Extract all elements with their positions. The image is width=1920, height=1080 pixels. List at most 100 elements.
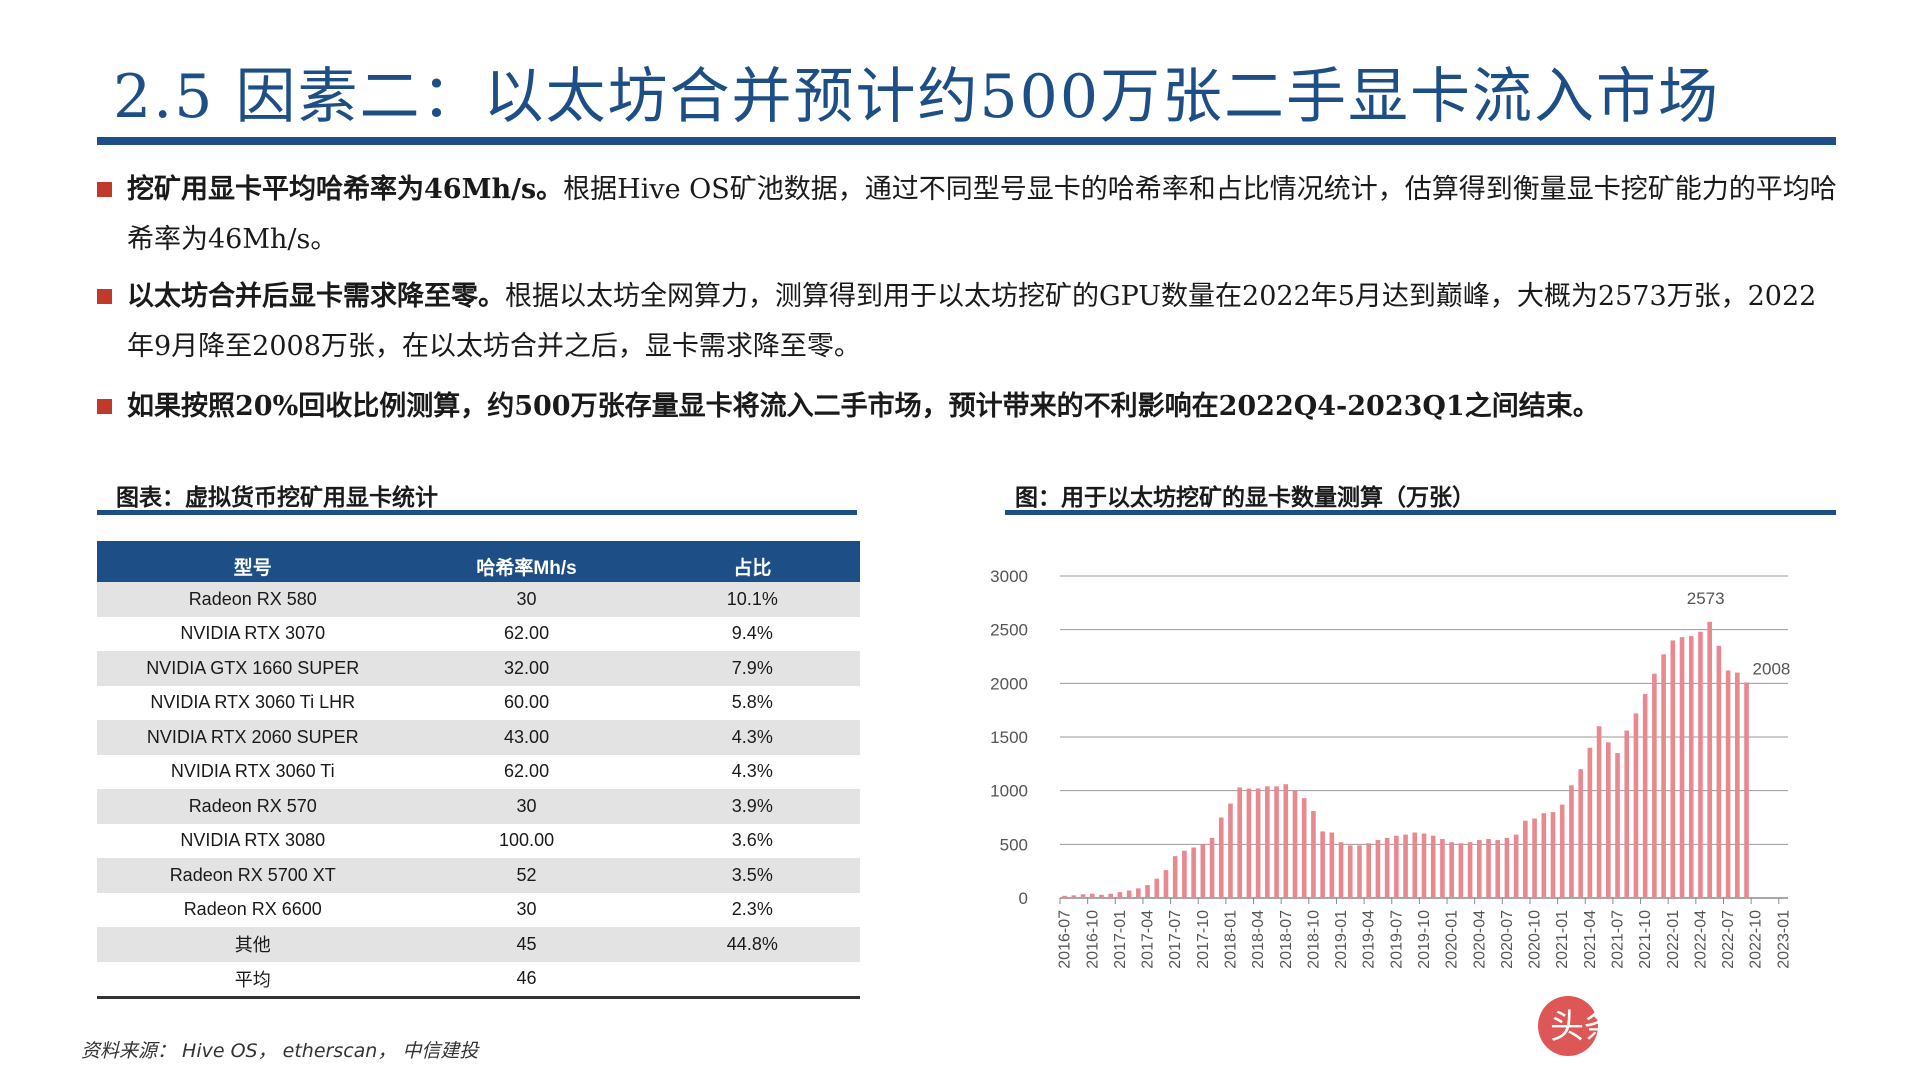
x-tick-label: 2021-04 bbox=[1582, 910, 1599, 969]
title-underline bbox=[97, 137, 1836, 145]
bar bbox=[1301, 798, 1307, 898]
bar bbox=[1495, 840, 1501, 898]
bar bbox=[1154, 878, 1160, 898]
x-tick-label: 2017-04 bbox=[1140, 910, 1157, 969]
bar bbox=[1145, 885, 1150, 898]
bar bbox=[1338, 842, 1344, 898]
bar bbox=[1559, 804, 1565, 898]
cell-model: NVIDIA RTX 3060 Ti LHR bbox=[150, 692, 356, 713]
bar bbox=[1228, 803, 1233, 898]
gpu-count-chart: 0 500 1000 1500 2000 2500 3000 2016-07 2016-10 20… bbox=[990, 567, 1792, 969]
cell-share: 4.3% bbox=[644, 720, 860, 755]
table-row: 平均 46 bbox=[97, 961, 860, 999]
bar bbox=[1218, 817, 1224, 898]
bar bbox=[1347, 845, 1353, 898]
header-model: 型号 bbox=[97, 541, 409, 582]
bar bbox=[1688, 636, 1694, 898]
x-tick-label: 2019-01 bbox=[1333, 910, 1350, 969]
bar bbox=[1440, 838, 1445, 898]
gpu-stats-table: 型号 哈希率Mh/s 占比 Radeon RX 580 30 10.1% NVIDIA… bbox=[97, 541, 860, 999]
x-tick-label: 2020-01 bbox=[1444, 910, 1461, 969]
cell-model: NVIDIA GTX 1660 SUPER bbox=[97, 651, 409, 686]
cell-hashrate: 46 bbox=[408, 961, 645, 999]
cell-model: NVIDIA RTX 3080 bbox=[180, 830, 326, 851]
bar bbox=[1725, 670, 1731, 898]
bar bbox=[1108, 893, 1113, 898]
chart-caption: 图：用于以太坊挖矿的显卡数量测算（万张） bbox=[1015, 484, 1475, 511]
bar bbox=[1569, 785, 1574, 898]
cell-share: 5.8% bbox=[731, 692, 773, 713]
bar bbox=[1246, 788, 1252, 898]
bar bbox=[1624, 730, 1630, 898]
bar bbox=[1209, 837, 1215, 898]
bar bbox=[1283, 784, 1289, 898]
cell-model: NVIDIA RTX 2060 SUPER bbox=[97, 720, 409, 755]
x-tick-label: 2022-10 bbox=[1748, 910, 1765, 969]
x-tick-label: 2020-10 bbox=[1527, 910, 1544, 969]
table-caption: 图表：虚拟货币挖矿用显卡统计 bbox=[116, 484, 438, 511]
table-header-row: 型号 哈希率Mh/s 占比 bbox=[97, 541, 860, 582]
cell-share: 10.1% bbox=[644, 582, 860, 617]
bar bbox=[1126, 890, 1132, 898]
x-tick-label: 2018-01 bbox=[1222, 910, 1239, 969]
bullet-2-bold: 以太坊合并后显卡需求降至零。 bbox=[127, 281, 505, 312]
cell-model: NVIDIA RTX 3060 Ti bbox=[170, 761, 335, 782]
cell-hashrate: 43.00 bbox=[408, 720, 645, 755]
cell-share: 7.9% bbox=[644, 651, 860, 686]
cell-share: 44.8% bbox=[644, 927, 860, 962]
bar bbox=[1670, 640, 1676, 898]
bar bbox=[1182, 850, 1187, 898]
bar bbox=[1062, 895, 1067, 898]
bar bbox=[1716, 645, 1722, 898]
cell-model: 平均 bbox=[97, 961, 409, 999]
source-note: 资料来源： Hive OS， etherscan， 中信建投 bbox=[81, 1040, 479, 1062]
bar bbox=[1504, 837, 1510, 898]
table-row: NVIDIA RTX 3060 Ti 62.00 4.3% bbox=[97, 755, 860, 790]
cell-hashrate: 100.00 bbox=[499, 830, 555, 851]
chart-caption-rule bbox=[1005, 510, 1836, 515]
bar bbox=[1200, 844, 1206, 898]
cell-model: NVIDIA RTX 3070 bbox=[180, 623, 326, 644]
bar bbox=[1523, 820, 1528, 898]
x-tick-label: 2017-07 bbox=[1167, 910, 1184, 969]
bar bbox=[1117, 892, 1123, 898]
bullet-2-text: 根据以太坊全网算力，测算得到用于以太坊挖矿的GPU数量在2022年5月达到巅峰，… bbox=[127, 281, 1817, 362]
header-hashrate: 哈希率Mh/s bbox=[408, 541, 645, 582]
x-tick-label: 2020-04 bbox=[1471, 910, 1488, 969]
y-tick-label: 1000 bbox=[990, 782, 1028, 801]
y-tick-label: 1500 bbox=[990, 728, 1028, 747]
watermark-logo: 头条 @未来智库 bbox=[1538, 996, 1799, 1056]
cell-hashrate: 30 bbox=[516, 899, 537, 920]
x-tick-label: 2021-07 bbox=[1610, 910, 1627, 969]
bullet-3-bold: 如果按照20%回收比例测算，约500万张存量显卡将流入二手市场，预计带来的不利影… bbox=[127, 391, 1600, 422]
x-tick-label: 2018-07 bbox=[1278, 910, 1295, 969]
bar bbox=[1375, 840, 1381, 898]
cell-hashrate: 62.00 bbox=[504, 761, 550, 782]
bar bbox=[1633, 713, 1639, 898]
bar bbox=[1541, 813, 1547, 898]
bar bbox=[1311, 811, 1316, 898]
bar bbox=[1255, 788, 1261, 898]
bar bbox=[1707, 621, 1712, 898]
bar bbox=[1744, 682, 1749, 898]
cell-hashrate: 52 bbox=[408, 858, 645, 893]
bar bbox=[1191, 847, 1196, 898]
bullet-1: 挖矿用显卡平均哈希率为46Mh/s。根据Hive OS矿池数据，通过不同型号显卡… bbox=[97, 165, 1842, 265]
cell-hashrate: 32.00 bbox=[408, 651, 645, 686]
cell-hashrate: 62.00 bbox=[504, 623, 550, 644]
bullet-2: 以太坊合并后显卡需求降至零。根据以太坊全网算力，测算得到用于以太坊挖矿的GPU数… bbox=[97, 272, 1842, 372]
x-tick-label: 2018-04 bbox=[1250, 910, 1267, 969]
bar bbox=[1403, 834, 1408, 898]
table-row: NVIDIA RTX 3070 62.00 9.4% bbox=[97, 617, 860, 652]
bar bbox=[1292, 790, 1298, 898]
bar bbox=[1412, 832, 1418, 898]
bar bbox=[1394, 835, 1399, 898]
table-row: NVIDIA GTX 1660 SUPER 32.00 7.9% bbox=[97, 651, 860, 686]
x-tick-label: 2020-07 bbox=[1499, 910, 1516, 969]
bar bbox=[1661, 654, 1666, 898]
cell-model: Radeon RX 570 bbox=[97, 789, 409, 824]
bar bbox=[1615, 753, 1620, 898]
table-row: Radeon RX 580 30 10.1% bbox=[97, 582, 860, 617]
data-label: 2008 bbox=[1753, 659, 1791, 678]
x-tick-label: 2021-10 bbox=[1637, 910, 1654, 969]
